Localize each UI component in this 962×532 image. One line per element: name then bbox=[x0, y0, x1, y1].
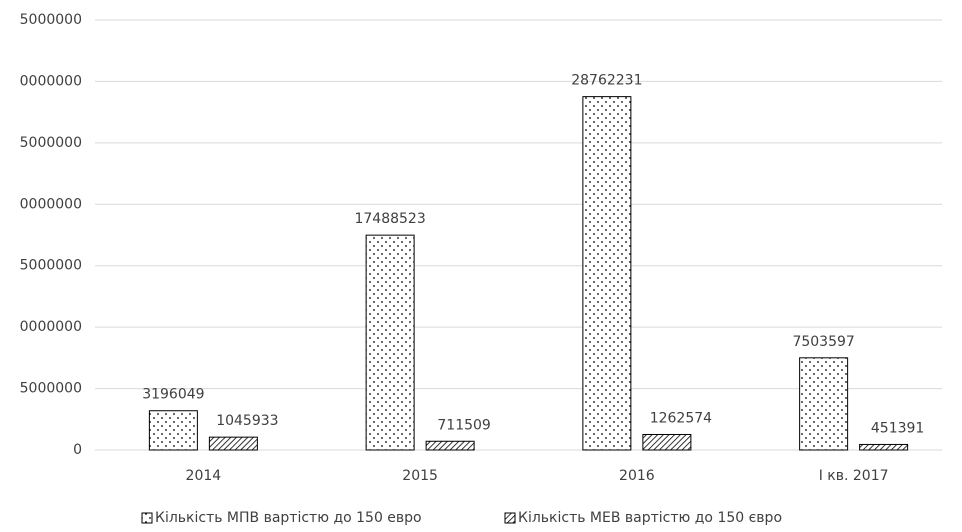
bar bbox=[799, 357, 849, 451]
x-tick-label: I кв. 2017 bbox=[819, 468, 889, 484]
bar bbox=[859, 443, 909, 451]
bar bbox=[642, 433, 692, 451]
bar bbox=[208, 436, 258, 451]
y-tick-label: 0000000 bbox=[20, 319, 82, 335]
data-label: 1045933 bbox=[216, 413, 278, 429]
legend-marker bbox=[504, 512, 516, 524]
data-label: 711509 bbox=[437, 417, 490, 433]
data-label: 3196049 bbox=[142, 387, 204, 403]
bar bbox=[365, 234, 415, 451]
x-tick-label: 2014 bbox=[186, 468, 222, 484]
bar bbox=[425, 440, 475, 451]
x-tick-label: 2016 bbox=[619, 468, 655, 484]
y-tick-label: 5000000 bbox=[20, 258, 82, 274]
data-label: 1262574 bbox=[650, 410, 712, 426]
y-tick-label: 0000000 bbox=[20, 196, 82, 212]
data-label: 7503597 bbox=[792, 334, 854, 350]
y-tick-label: 5000000 bbox=[20, 135, 82, 151]
y-tick-label: 0000000 bbox=[20, 73, 82, 89]
data-label: 28762231 bbox=[571, 73, 642, 89]
x-tick-label: 2015 bbox=[402, 468, 438, 484]
y-tick-label: 5000000 bbox=[20, 12, 82, 28]
legend-label: Кількість МЕВ вартістю до 150 євро bbox=[518, 510, 782, 526]
bar bbox=[582, 96, 632, 451]
y-tick-label: 5000000 bbox=[20, 381, 82, 397]
legend-marker bbox=[141, 512, 153, 524]
data-label: 451391 bbox=[871, 420, 924, 436]
bar bbox=[148, 410, 198, 451]
y-tick-label: 0 bbox=[73, 442, 82, 458]
legend-label: Кількість МПВ вартістю до 150 евро bbox=[155, 510, 422, 526]
data-label: 17488523 bbox=[354, 211, 425, 227]
